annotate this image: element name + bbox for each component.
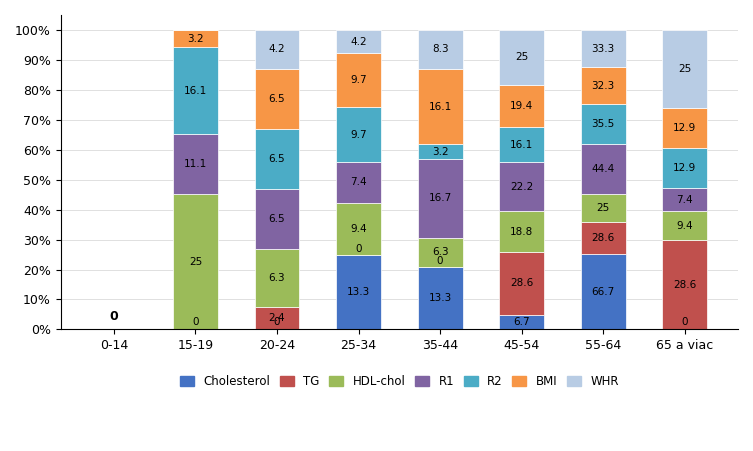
Text: 25: 25: [515, 52, 529, 62]
Text: 0: 0: [273, 317, 280, 327]
Bar: [336, 255, 381, 329]
Bar: [336, 30, 381, 53]
Bar: [581, 104, 626, 144]
Text: 66.7: 66.7: [592, 287, 615, 297]
Legend: Cholesterol, TG, HDL-chol, R1, R2, BMI, WHR: Cholesterol, TG, HDL-chol, R1, R2, BMI, …: [175, 370, 623, 393]
Text: 22.2: 22.2: [510, 182, 533, 192]
Text: 6.5: 6.5: [269, 94, 285, 104]
Bar: [499, 211, 544, 252]
Text: 13.3: 13.3: [428, 293, 452, 303]
Text: 0: 0: [109, 310, 118, 323]
Bar: [418, 267, 462, 329]
Text: 33.3: 33.3: [592, 44, 615, 54]
Bar: [418, 30, 462, 69]
Bar: [581, 194, 626, 222]
Bar: [581, 30, 626, 68]
Bar: [255, 307, 300, 329]
Bar: [499, 162, 544, 211]
Text: 0: 0: [437, 256, 444, 266]
Bar: [418, 144, 462, 159]
Text: 2.4: 2.4: [269, 313, 285, 323]
Bar: [499, 30, 544, 85]
Text: 4.2: 4.2: [269, 44, 285, 55]
Text: 44.4: 44.4: [592, 164, 615, 174]
Text: 12.9: 12.9: [673, 163, 697, 173]
Text: 7.4: 7.4: [350, 177, 367, 187]
Text: 3.2: 3.2: [431, 147, 448, 157]
Text: 3.2: 3.2: [187, 34, 204, 44]
Bar: [336, 107, 381, 161]
Bar: [255, 69, 300, 129]
Bar: [663, 108, 707, 148]
Text: 8.3: 8.3: [431, 44, 448, 55]
Text: 32.3: 32.3: [592, 81, 615, 91]
Bar: [663, 211, 707, 240]
Bar: [499, 315, 544, 329]
Text: 19.4: 19.4: [510, 101, 533, 111]
Bar: [581, 254, 626, 329]
Bar: [255, 30, 300, 69]
Text: 11.1: 11.1: [184, 159, 207, 169]
Text: 25: 25: [678, 64, 691, 74]
Bar: [418, 159, 462, 238]
Text: 16.1: 16.1: [428, 101, 452, 111]
Text: 25: 25: [596, 203, 610, 213]
Text: 6.3: 6.3: [431, 247, 448, 258]
Bar: [336, 53, 381, 107]
Bar: [663, 30, 707, 108]
Bar: [499, 252, 544, 315]
Text: 6.3: 6.3: [269, 273, 285, 283]
Text: 6.5: 6.5: [269, 154, 285, 164]
Text: 35.5: 35.5: [592, 119, 615, 129]
Text: 4.2: 4.2: [350, 37, 367, 47]
Text: 16.1: 16.1: [184, 86, 207, 96]
Bar: [663, 240, 707, 329]
Text: 28.6: 28.6: [673, 280, 697, 290]
Text: 6.7: 6.7: [514, 317, 530, 327]
Text: 16.7: 16.7: [428, 193, 452, 203]
Text: 6.5: 6.5: [269, 214, 285, 224]
Bar: [581, 222, 626, 254]
Bar: [499, 85, 544, 127]
Text: 9.7: 9.7: [350, 75, 367, 85]
Text: 7.4: 7.4: [676, 195, 693, 205]
Bar: [255, 189, 300, 249]
Bar: [581, 144, 626, 194]
Bar: [663, 188, 707, 211]
Text: 18.8: 18.8: [510, 226, 533, 237]
Bar: [663, 148, 707, 188]
Text: 12.9: 12.9: [673, 123, 697, 133]
Bar: [173, 194, 218, 329]
Bar: [336, 203, 381, 255]
Bar: [255, 129, 300, 189]
Text: 9.4: 9.4: [350, 224, 367, 234]
Bar: [418, 238, 462, 267]
Text: 28.6: 28.6: [510, 278, 533, 289]
Bar: [173, 47, 218, 134]
Text: 25: 25: [189, 257, 202, 267]
Bar: [581, 68, 626, 104]
Text: 28.6: 28.6: [592, 233, 615, 243]
Text: 9.7: 9.7: [350, 129, 367, 139]
Bar: [255, 249, 300, 307]
Bar: [499, 127, 544, 162]
Text: 9.4: 9.4: [676, 221, 693, 231]
Bar: [173, 134, 218, 194]
Text: 0: 0: [192, 317, 199, 327]
Text: 16.1: 16.1: [510, 140, 533, 150]
Text: 13.3: 13.3: [347, 287, 370, 297]
Text: 0: 0: [355, 244, 361, 254]
Bar: [418, 69, 462, 144]
Bar: [173, 30, 218, 47]
Text: 0: 0: [681, 317, 688, 327]
Bar: [336, 161, 381, 203]
